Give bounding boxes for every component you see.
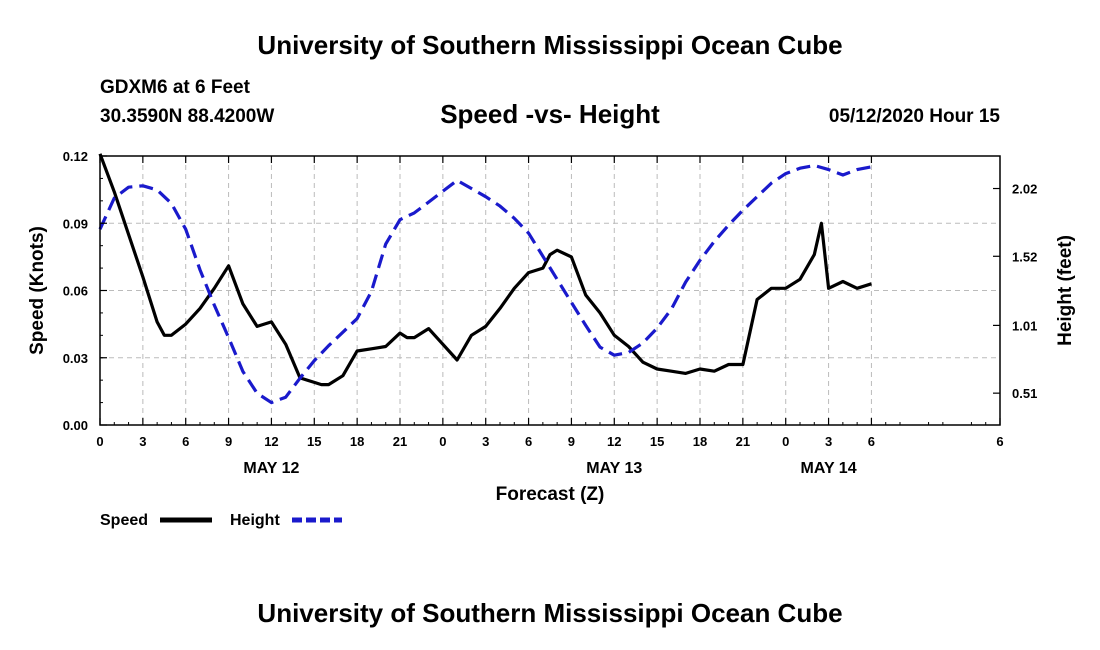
x-tick-label: 6 xyxy=(525,434,532,449)
top-title: University of Southern Mississippi Ocean… xyxy=(257,30,843,60)
day-label: MAY 12 xyxy=(243,460,299,477)
legend-label-height: Height xyxy=(230,512,280,529)
x-tick-label: 9 xyxy=(568,434,575,449)
day-label: MAY 13 xyxy=(586,460,642,477)
y-tick-label: 0.00 xyxy=(63,418,88,433)
day-label: MAY 14 xyxy=(801,460,857,477)
y2-axis-label: Height (feet) xyxy=(1055,235,1076,346)
y2-tick-label: 1.52 xyxy=(1012,249,1037,264)
x-tick-label: 12 xyxy=(264,434,278,449)
x-axis-label: Forecast (Z) xyxy=(496,484,605,505)
station-coordinates: 30.3590N 88.4200W xyxy=(100,106,275,127)
forecast-datetime: 05/12/2020 Hour 15 xyxy=(828,106,1000,127)
y2-tick-label: 1.01 xyxy=(1012,318,1037,333)
ticks-layer: 0 3 6 9 12 15 18 21 0 3 6 9 12 15 18 21 0 3 6 6 MAY 12 MAY 13… xyxy=(63,149,1038,477)
y-tick-label: 0.06 xyxy=(63,284,88,299)
x-tick-label: 9 xyxy=(225,434,232,449)
x-tick-label: 21 xyxy=(393,434,407,449)
bottom-title: University of Southern Mississippi Ocean… xyxy=(257,598,843,628)
x-tick-label: 15 xyxy=(650,434,664,449)
x-tick-label: 21 xyxy=(736,434,750,449)
legend-label-speed: Speed xyxy=(100,512,148,529)
x-tick-label: 12 xyxy=(607,434,621,449)
x-tick-label: 0 xyxy=(439,434,446,449)
grid-layer xyxy=(100,156,1000,425)
x-tick-label: 6 xyxy=(182,434,189,449)
station-name: GDXM6 at 6 Feet xyxy=(100,77,250,98)
chart-title: Speed -vs- Height xyxy=(440,99,660,129)
x-tick-label: 6 xyxy=(996,434,1003,449)
y-axis-label: Speed (Knots) xyxy=(27,226,48,355)
series-layer xyxy=(98,153,872,405)
legend: Speed Height xyxy=(100,512,342,529)
x-tick-label: 18 xyxy=(350,434,364,449)
y-tick-label: 0.09 xyxy=(63,216,88,231)
y-tick-label: 0.03 xyxy=(63,351,88,366)
y-tick-label: 0.12 xyxy=(63,149,88,164)
x-tick-label: 3 xyxy=(139,434,146,449)
x-tick-label: 15 xyxy=(307,434,321,449)
x-tick-label: 3 xyxy=(482,434,489,449)
x-tick-label: 0 xyxy=(782,434,789,449)
x-tick-label: 0 xyxy=(96,434,103,449)
series-line-height xyxy=(98,163,872,405)
x-tick-label: 18 xyxy=(693,434,707,449)
x-tick-label: 6 xyxy=(868,434,875,449)
y2-tick-label: 0.51 xyxy=(1012,386,1037,401)
series-line-speed xyxy=(98,153,872,387)
y2-tick-label: 2.02 xyxy=(1012,182,1037,197)
x-tick-label: 3 xyxy=(825,434,832,449)
